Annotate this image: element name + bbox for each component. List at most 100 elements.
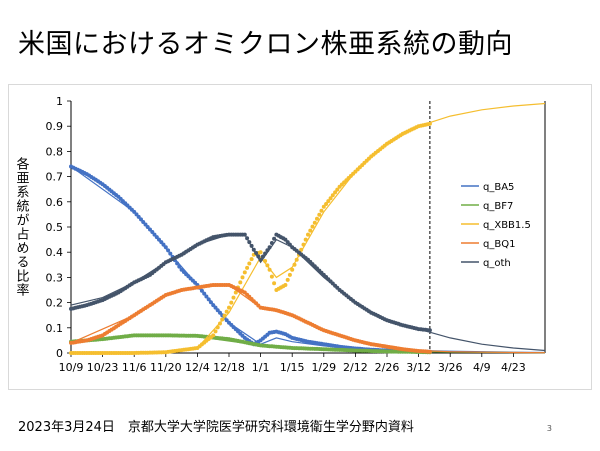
legend-label: q_oth (483, 258, 511, 269)
data-point (224, 309, 229, 314)
x-tick-label: 12/18 (213, 361, 245, 374)
data-point (229, 300, 234, 305)
data-point (254, 251, 259, 255)
x-tick-label: 11/6 (122, 361, 147, 374)
data-point (263, 259, 268, 263)
data-point (269, 241, 274, 245)
y-tick-label: 0.9 (46, 120, 64, 133)
data-point (315, 216, 319, 221)
data-point (258, 257, 263, 262)
data-point (161, 242, 166, 247)
page-number: 3 (546, 424, 552, 433)
legend-label: q_XBB1.5 (483, 220, 531, 231)
data-point (265, 263, 270, 268)
y-tick-label: 0.4 (46, 246, 64, 259)
data-point (150, 230, 155, 234)
data-point (166, 248, 171, 253)
data-point (312, 220, 317, 225)
data-point (249, 257, 254, 262)
y-tick-label: 0.8 (46, 145, 64, 158)
data-point (283, 283, 288, 287)
y-tick-label: 0.6 (46, 196, 64, 209)
x-tick-label: 1/29 (311, 361, 336, 374)
slide-title: 米国におけるオミクロン株亜系統の動向 (18, 29, 513, 60)
data-point (139, 217, 143, 222)
y-tick-label: 0.7 (46, 171, 64, 184)
data-point (287, 242, 292, 247)
data-point (269, 274, 274, 279)
data-point (301, 242, 306, 247)
data-point (245, 265, 250, 270)
data-point (231, 295, 236, 300)
data-point (177, 264, 182, 269)
y-axis-title: 各亜系統が占める比率 (14, 156, 30, 297)
data-point (265, 248, 270, 253)
x-tick-label: 3/26 (438, 361, 463, 374)
legend-label: q_BA5 (483, 182, 514, 193)
data-point (258, 250, 263, 255)
data-point (247, 261, 252, 266)
data-point (427, 328, 432, 333)
y-tick-label: 0.1 (46, 322, 64, 335)
y-tick-label: 0 (56, 347, 63, 360)
data-point (256, 254, 261, 259)
data-point (249, 243, 254, 248)
y-tick-label: 0.2 (46, 297, 64, 310)
data-point (335, 187, 340, 192)
x-tick-label: 12/4 (185, 361, 210, 374)
data-point (238, 280, 243, 285)
data-point (213, 329, 218, 334)
data-point (247, 240, 252, 245)
data-point (206, 297, 211, 302)
data-point (220, 317, 225, 322)
observed-markers-q-bq1 (69, 283, 432, 354)
x-tick-label: 10/9 (59, 361, 84, 374)
data-point (321, 204, 326, 209)
data-point (263, 251, 268, 256)
data-point (260, 254, 265, 259)
data-point (218, 321, 222, 326)
x-tick-label: 11/20 (150, 361, 182, 374)
data-point (199, 288, 204, 293)
data-point (211, 333, 216, 338)
fitted-line-q-oth (70, 234, 546, 352)
data-point (287, 272, 292, 277)
data-point (427, 349, 432, 354)
data-point (317, 212, 322, 217)
data-point (326, 199, 331, 204)
data-point (306, 232, 310, 237)
x-tick-label: 1/15 (280, 361, 305, 374)
x-tick-label: 1/1 (252, 361, 270, 374)
data-point (272, 236, 277, 241)
data-point (233, 290, 238, 295)
legend-label: q_BF7 (483, 201, 513, 212)
chart-series (69, 102, 546, 355)
data-point (240, 275, 245, 280)
data-point (290, 267, 295, 272)
data-point (168, 251, 173, 256)
data-point (227, 305, 231, 310)
data-point (310, 224, 315, 229)
data-point (333, 190, 338, 195)
y-tick-label: 0.5 (46, 221, 64, 234)
x-tick-label: 2/26 (375, 361, 400, 374)
data-point (292, 262, 297, 267)
data-point (285, 277, 290, 282)
fitted-line-q-xbb1-5 (70, 102, 546, 354)
data-point (215, 325, 220, 330)
data-point (208, 300, 213, 305)
data-point (222, 313, 227, 318)
data-point (294, 257, 299, 262)
data-point (245, 236, 250, 241)
data-point (204, 294, 209, 299)
data-point (272, 281, 277, 286)
data-point (163, 245, 168, 250)
data-point (175, 261, 180, 266)
data-point (267, 245, 272, 250)
chart-frame: 0 0.1 0.2 0.3 0.4 0.5 0.6 0.7 0.8 0.9 1 10/9 10/23 11… (8, 84, 592, 390)
x-tick-label: 10/23 (87, 361, 119, 374)
data-point (251, 247, 256, 252)
chart-legend: q_BA5 q_BF7 q_XBB1.5 q_BQ1 q_oth (461, 182, 531, 269)
